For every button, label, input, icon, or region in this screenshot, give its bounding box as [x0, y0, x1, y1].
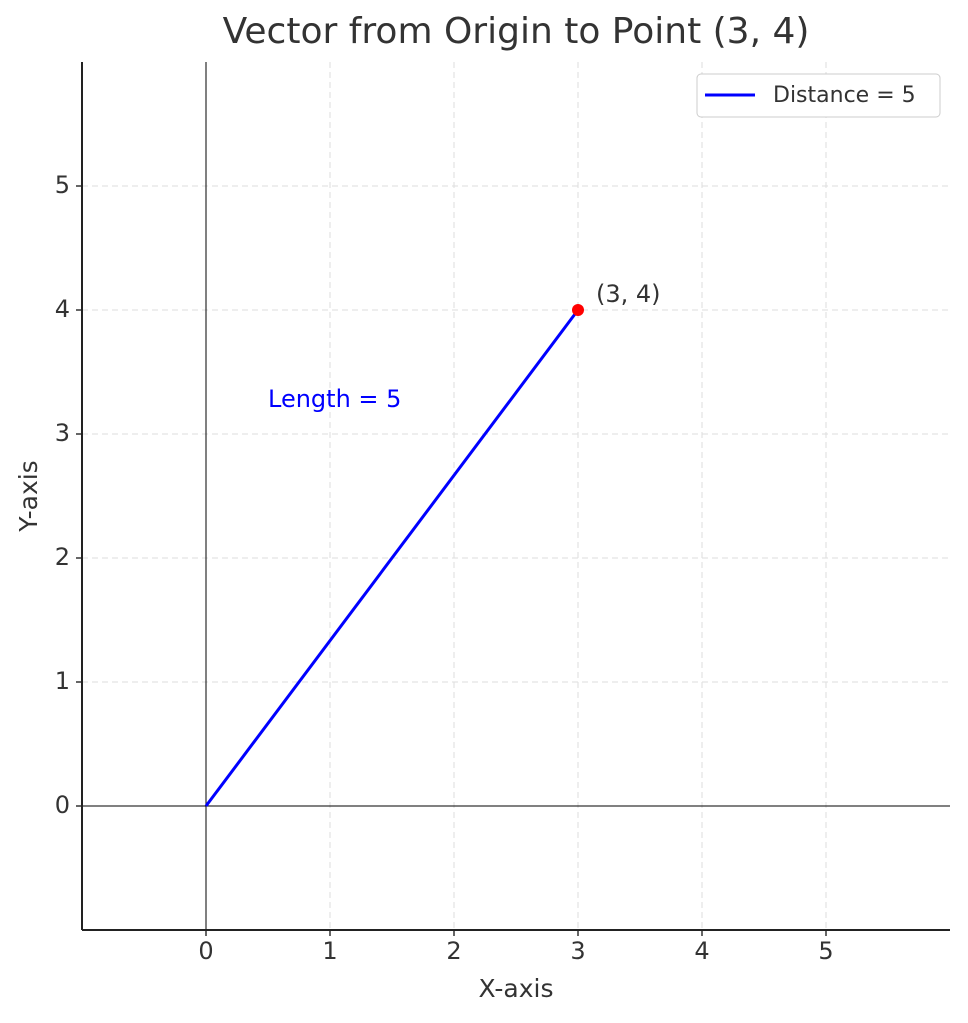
series-line — [204, 309, 580, 807]
chart-title: Vector from Origin to Point (3, 4) — [223, 11, 810, 52]
y-tick-label: 3 — [55, 419, 70, 447]
legend-box — [696, 73, 941, 118]
x-tick-label: 5 — [818, 937, 833, 965]
x-tick-label: 3 — [570, 937, 585, 965]
point-marker — [572, 304, 584, 316]
y-tick-label: 1 — [55, 667, 70, 695]
x-axis-label: X-axis — [479, 974, 554, 1003]
legend-label: Distance = 5 — [773, 83, 916, 108]
x-tick-label: 4 — [694, 937, 709, 965]
x-tick-label: 2 — [446, 937, 461, 965]
annotation: (3, 4) — [596, 280, 661, 308]
x-tick-label: 0 — [198, 937, 213, 965]
annotation: Length = 5 — [268, 385, 401, 413]
x-tick-label: 1 — [322, 937, 337, 965]
y-tick-label: 4 — [55, 295, 70, 323]
y-tick-label: 0 — [55, 791, 70, 819]
y-tick-label: 5 — [55, 171, 70, 199]
y-axis-label: Y-axis — [14, 460, 43, 532]
y-tick-label: 2 — [55, 543, 70, 571]
